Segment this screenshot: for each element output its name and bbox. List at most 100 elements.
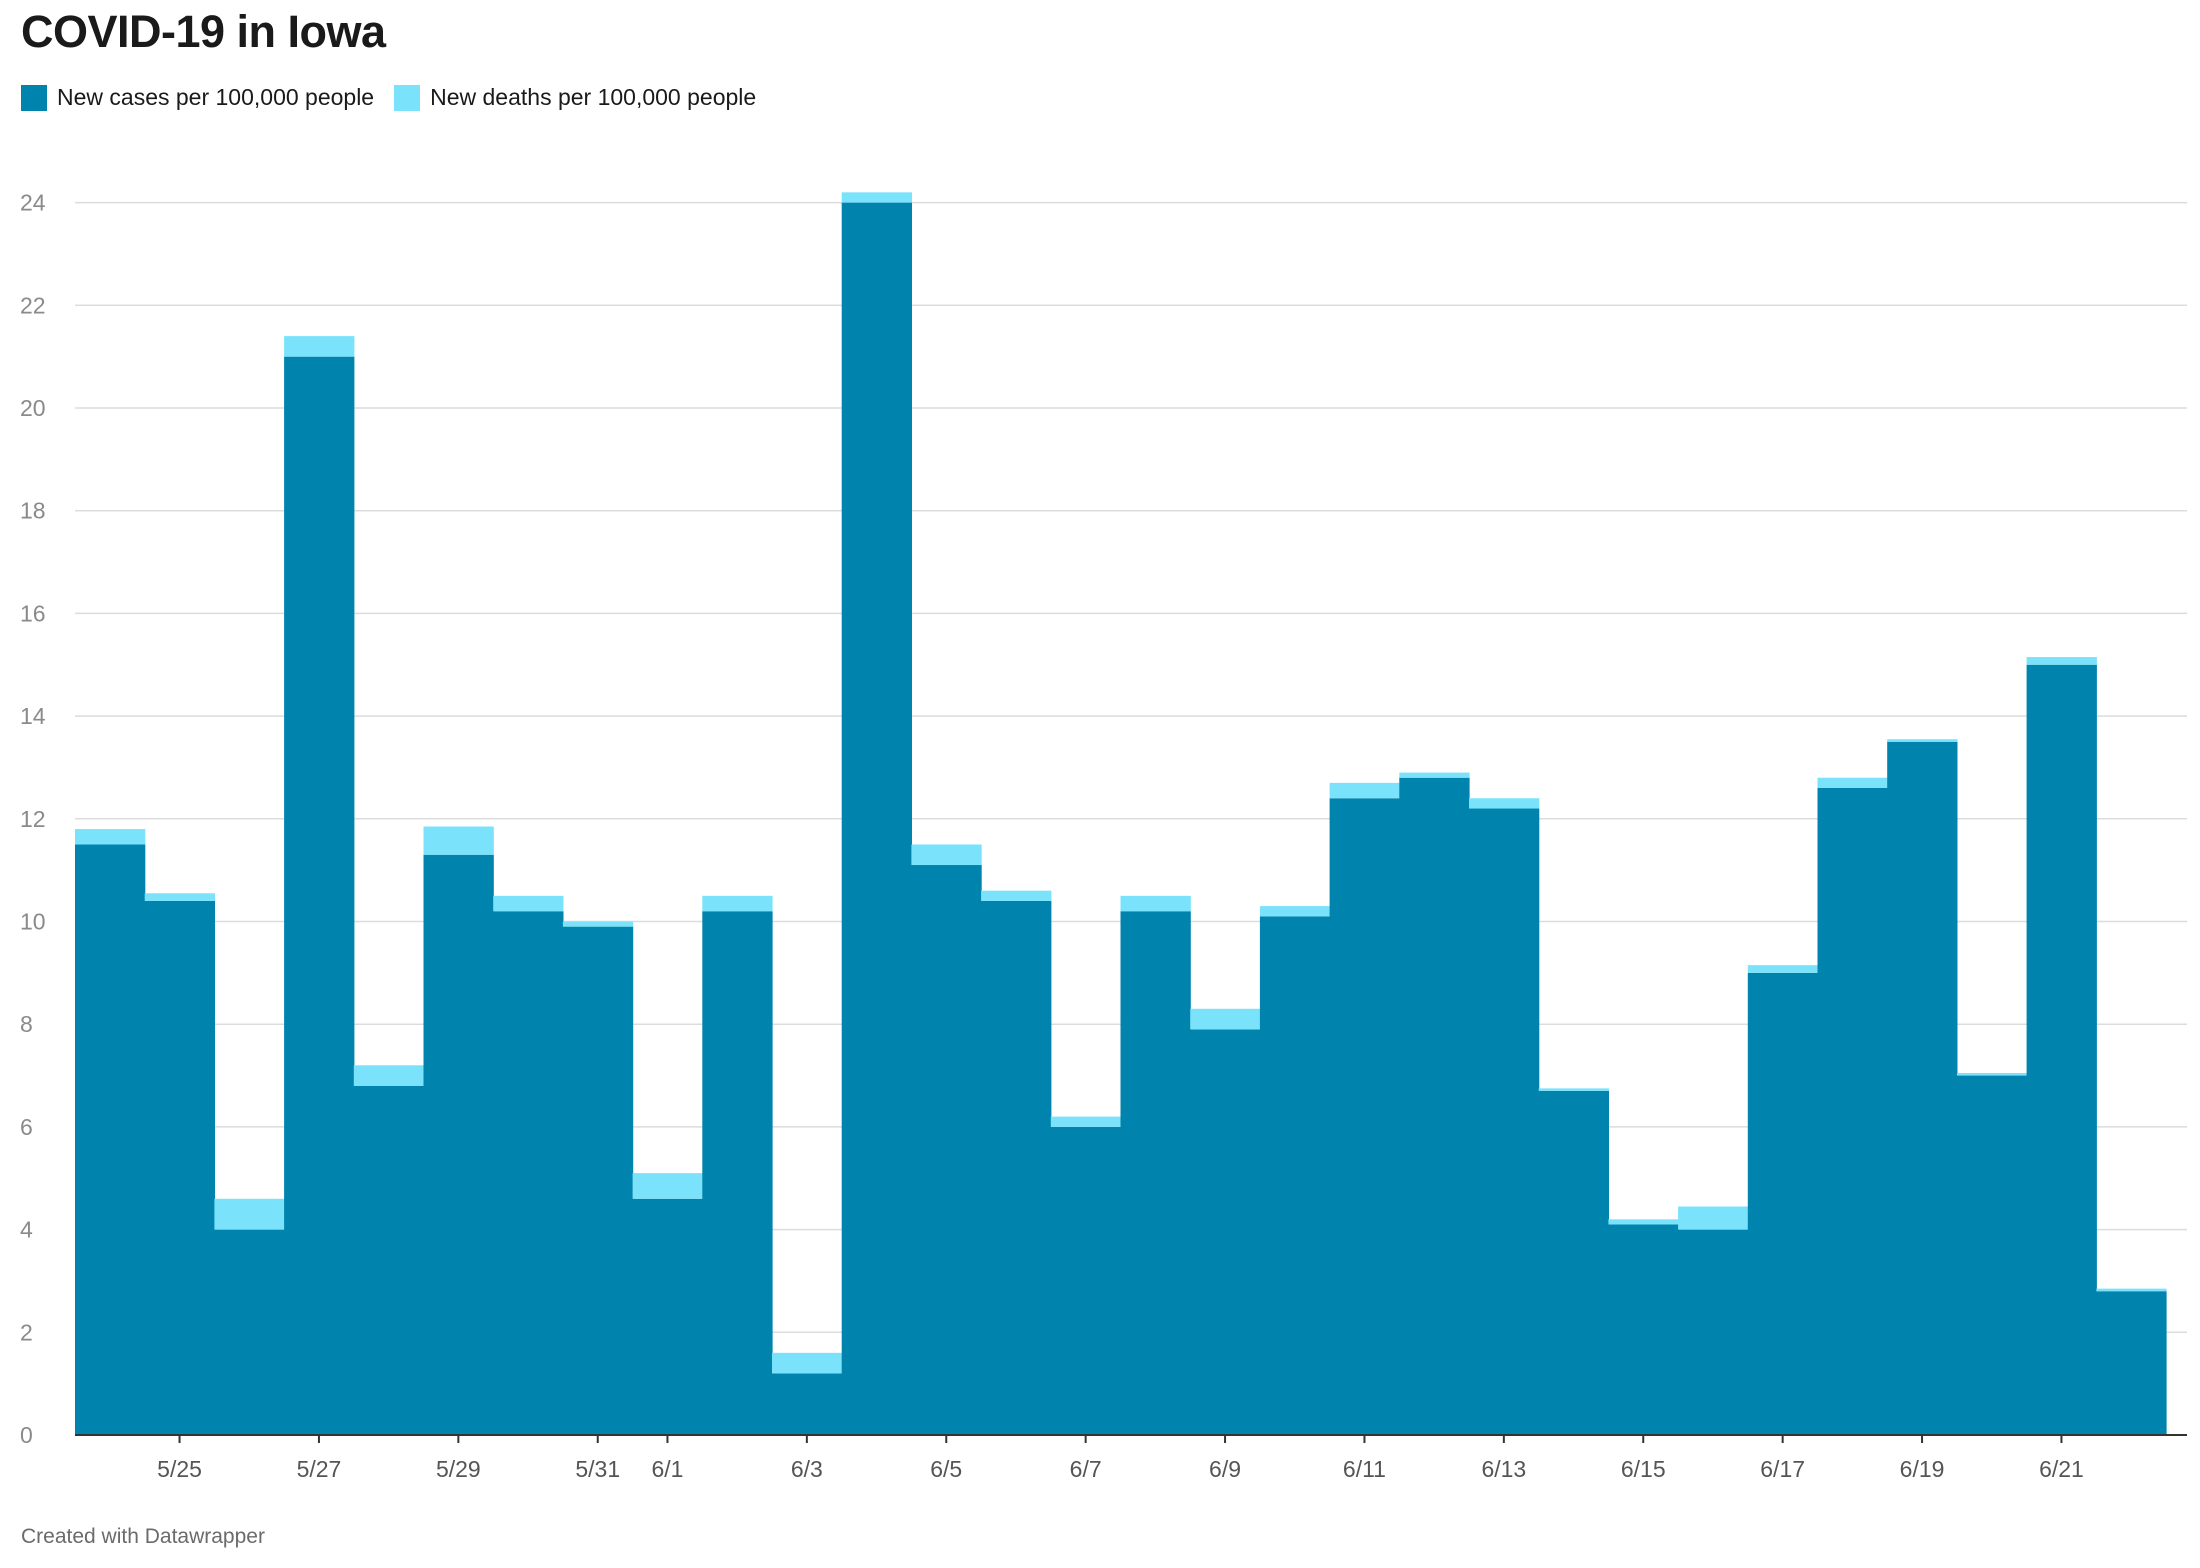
bar-deaths xyxy=(1887,739,1958,742)
bar-deaths xyxy=(284,336,355,357)
x-tick-label: 6/13 xyxy=(1481,1456,1526,1482)
bar-cases xyxy=(1678,1229,1749,1435)
bar-cases xyxy=(214,1229,285,1435)
bar-deaths xyxy=(1678,1206,1749,1230)
bar-deaths xyxy=(2026,657,2097,665)
bar-deaths xyxy=(214,1198,285,1230)
bar-deaths xyxy=(981,890,1052,901)
x-tick-label: 6/3 xyxy=(791,1456,823,1482)
bar-cases xyxy=(1608,1224,1679,1435)
x-tick-label: 5/25 xyxy=(157,1456,202,1482)
y-tick-label: 4 xyxy=(20,1217,33,1243)
bar-cases xyxy=(75,844,146,1435)
x-tick-label: 5/31 xyxy=(575,1456,620,1482)
x-tick-label: 6/17 xyxy=(1760,1456,1805,1482)
bar-deaths xyxy=(772,1352,843,1374)
bar-deaths xyxy=(1538,1088,1609,1091)
x-tick-label: 6/9 xyxy=(1209,1456,1241,1482)
x-tick-label: 6/15 xyxy=(1621,1456,1666,1482)
x-tick-label: 5/29 xyxy=(436,1456,481,1482)
bar-deaths xyxy=(1329,782,1400,799)
bar-deaths xyxy=(1259,906,1331,917)
bar-cases xyxy=(981,900,1052,1435)
bar-deaths xyxy=(1399,772,1470,778)
bar-cases xyxy=(493,911,564,1435)
bar-deaths xyxy=(841,192,912,203)
x-axis-ticks: 5/25 5/27 5/29 5/31 6/1 6/3 6/5 6/7 6/9 6/11 6/13 6… xyxy=(157,1435,2084,1482)
x-tick-label: 6/1 xyxy=(651,1456,683,1482)
x-tick-label: 5/27 xyxy=(297,1456,342,1482)
bar-deaths xyxy=(911,844,982,866)
bar-deaths xyxy=(493,895,564,912)
bar-cases xyxy=(911,865,982,1435)
bar-cases xyxy=(1259,916,1331,1435)
x-tick-label: 6/11 xyxy=(1343,1456,1386,1482)
y-tick-label: 2 xyxy=(20,1319,33,1345)
y-tick-label: 20 xyxy=(20,395,46,421)
bar-cases xyxy=(284,356,355,1435)
bar-deaths xyxy=(1608,1219,1679,1225)
bar-deaths xyxy=(1747,965,1819,973)
legend: New cases per 100,000 people New deaths … xyxy=(21,84,776,111)
bar-cases xyxy=(772,1373,843,1435)
bar-cases xyxy=(1120,911,1191,1435)
bar-deaths xyxy=(632,1173,703,1199)
bar-deaths xyxy=(2096,1288,2167,1292)
bar-cases xyxy=(1469,808,1540,1435)
legend-item-deaths: New deaths per 100,000 people xyxy=(394,84,756,111)
bar-deaths xyxy=(75,829,146,845)
bar-cases xyxy=(702,911,773,1435)
x-tick-label: 6/7 xyxy=(1070,1456,1102,1482)
bar-cases xyxy=(1329,798,1400,1435)
y-tick-label: 12 xyxy=(20,806,46,832)
legend-swatch-deaths xyxy=(394,84,421,111)
bar-cases xyxy=(2096,1291,2167,1435)
legend-label-deaths: New deaths per 100,000 people xyxy=(430,84,757,110)
bar-cases xyxy=(2026,664,2097,1435)
y-tick-label: 8 xyxy=(20,1011,33,1037)
legend-label-cases: New cases per 100,000 people xyxy=(57,84,375,110)
y-tick-label: 0 xyxy=(20,1422,33,1448)
footer-credit: Created with Datawrapper xyxy=(21,1525,265,1548)
bar-deaths xyxy=(1120,895,1191,912)
bar-deaths xyxy=(1190,1008,1261,1030)
bar-deaths xyxy=(1469,798,1540,809)
x-tick-label: 6/21 xyxy=(2039,1456,2084,1482)
bar-cases xyxy=(1817,787,1888,1435)
y-tick-label: 14 xyxy=(20,703,46,729)
bar-cases xyxy=(632,1198,703,1435)
bar-cases xyxy=(1538,1090,1609,1435)
y-tick-label: 24 xyxy=(20,190,46,216)
bar-cases xyxy=(353,1085,425,1435)
bar-deaths xyxy=(562,921,634,927)
y-tick-label: 22 xyxy=(20,292,46,318)
bar-cases xyxy=(423,854,494,1435)
bar-cases xyxy=(1050,1126,1122,1435)
bar-cases xyxy=(1190,1029,1261,1435)
bar-cases xyxy=(841,202,912,1436)
bar-cases xyxy=(562,926,634,1435)
bar-cases xyxy=(1887,741,1958,1435)
x-tick-label: 6/5 xyxy=(930,1456,962,1482)
x-tick-label: 6/19 xyxy=(1900,1456,1945,1482)
y-tick-label: 6 xyxy=(20,1114,33,1140)
bar-deaths xyxy=(144,893,215,901)
y-tick-label: 10 xyxy=(20,909,46,935)
bar-cases xyxy=(144,900,215,1435)
chart-title: COVID-19 in Iowa xyxy=(21,6,386,57)
bar-cases xyxy=(1399,777,1470,1435)
legend-swatch-cases xyxy=(21,84,47,111)
bar-deaths xyxy=(1956,1072,2028,1076)
bar-deaths xyxy=(702,895,773,912)
bar-cases xyxy=(1956,1075,2028,1435)
bar-cases xyxy=(1747,972,1819,1435)
y-tick-label: 18 xyxy=(20,498,46,524)
bars xyxy=(75,192,2167,1436)
y-tick-label: 16 xyxy=(20,600,46,626)
bar-deaths xyxy=(353,1065,425,1086)
bar-deaths xyxy=(1050,1116,1122,1127)
bar-deaths xyxy=(1817,777,1888,788)
legend-item-cases: New cases per 100,000 people xyxy=(21,84,374,111)
